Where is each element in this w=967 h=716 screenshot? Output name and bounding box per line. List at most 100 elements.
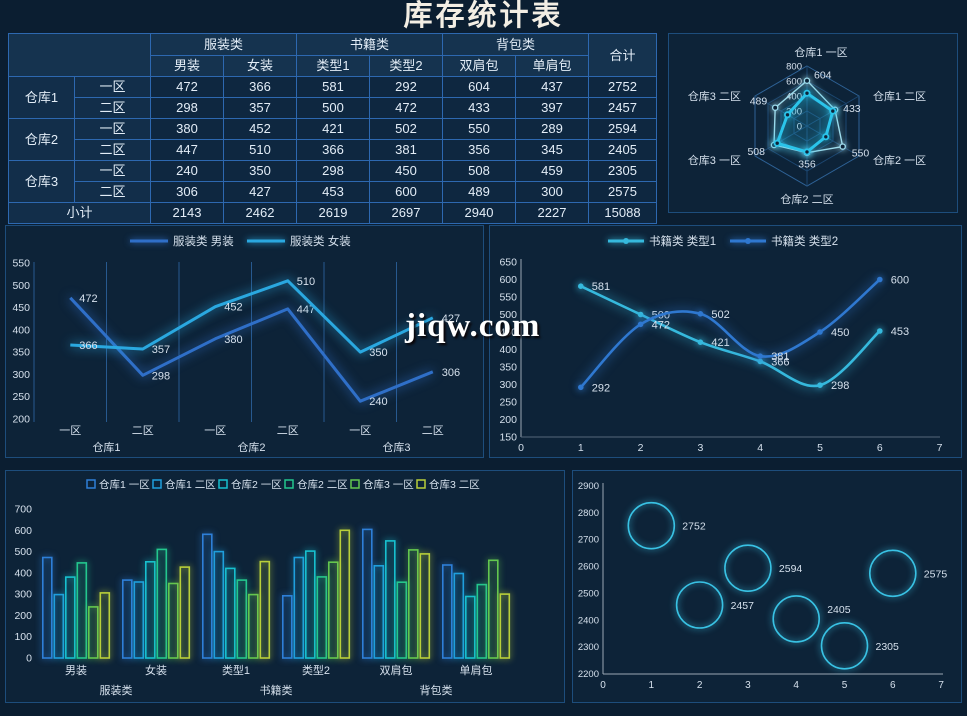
legend-item[interactable]: 仓库3 二区 [416, 478, 480, 491]
legend-item[interactable]: 仓库2 二区 [284, 478, 348, 491]
value-label: 427 [442, 313, 460, 325]
svg-text:仓库1 二区: 仓库1 二区 [165, 478, 216, 491]
value-cell: 366 [296, 139, 370, 161]
bar[interactable] [407, 549, 419, 659]
bar[interactable] [99, 592, 111, 659]
bar[interactable] [53, 593, 65, 659]
bubble[interactable] [724, 544, 772, 592]
clothing-line-panel: 200 250 300 350 400 450 500 550 一区 二区 一区 二区 一区 二区 仓库1 仓… [5, 225, 484, 458]
value-cell: 472 [150, 76, 224, 98]
table-row: 二区 298 357 500 472 433 397 2457 [9, 97, 657, 119]
table-row: 仓库2 一区 380 452 421 502 550 289 2594 [8, 118, 657, 161]
total-bubble-chart[interactable]: 2200 2300 2400 2500 2600 2700 2800 2900 0 1 2 3 4 5 6 7… [573, 471, 961, 702]
legend-item[interactable]: 服装类 男装 [130, 234, 234, 248]
bar[interactable] [304, 550, 316, 659]
subtotal-label: 小计 [8, 202, 151, 224]
bar[interactable] [168, 582, 179, 659]
svg-text:200: 200 [14, 610, 32, 622]
value-label: 306 [442, 367, 460, 379]
value-cell: 366 [223, 76, 297, 98]
bubble[interactable] [675, 581, 724, 629]
bar[interactable] [248, 593, 259, 659]
bar[interactable] [453, 572, 465, 659]
bar[interactable] [396, 581, 408, 659]
value-label: 447 [297, 304, 315, 316]
svg-text:550: 550 [12, 258, 30, 270]
legend-item[interactable]: 仓库1 一区 [86, 478, 150, 491]
bar[interactable] [202, 533, 213, 659]
bar[interactable] [133, 581, 145, 659]
bar[interactable] [156, 548, 168, 659]
bar[interactable] [259, 560, 271, 659]
value-label: 2575 [924, 568, 948, 580]
bar[interactable] [499, 593, 511, 659]
value-label: 2405 [827, 604, 851, 616]
legend-item[interactable]: 仓库3 一区 [350, 478, 414, 491]
warehouse-cell: 仓库1 [8, 76, 75, 119]
bar[interactable] [487, 559, 499, 659]
bar[interactable] [236, 579, 248, 659]
bar[interactable] [373, 565, 385, 659]
svg-text:2800: 2800 [578, 508, 599, 519]
bar[interactable] [179, 566, 191, 659]
row-total-cell: 2405 [588, 139, 657, 161]
bar[interactable] [64, 576, 76, 659]
bubble[interactable] [772, 595, 820, 643]
bar[interactable] [464, 595, 476, 659]
svg-text:350: 350 [12, 347, 30, 359]
value-label: 2594 [779, 563, 803, 575]
legend-item[interactable]: 服装类 女装 [247, 234, 351, 248]
svg-text:300: 300 [12, 369, 30, 381]
bar[interactable] [419, 553, 431, 659]
bar[interactable] [293, 556, 305, 659]
bar[interactable] [281, 595, 293, 659]
legend-item[interactable]: 书籍类 类型2 [730, 234, 838, 248]
svg-text:0: 0 [600, 680, 606, 691]
value-cell: 489 [442, 181, 516, 203]
svg-text:仓库1 一区: 仓库1 一区 [99, 478, 150, 491]
value-cell: 421 [296, 118, 370, 140]
total-bubble-panel: 2200 2300 2400 2500 2600 2700 2800 2900 0 1 2 3 4 5 6 7… [572, 470, 962, 703]
bar[interactable] [316, 576, 328, 659]
svg-text:仓库2 一区: 仓库2 一区 [231, 478, 282, 491]
bar[interactable] [384, 540, 396, 659]
warehouse-bar-chart[interactable]: 0 100 200 300 400 500 600 700 男装 女装 类型1 类型2 双肩包 单肩包服装… [6, 471, 564, 702]
bar[interactable] [76, 562, 88, 659]
legend-item[interactable]: 仓库1 二区 [152, 478, 216, 491]
svg-text:350: 350 [499, 362, 517, 374]
books-line-chart[interactable]: 150 200 250 300 350 400 450 500 550 600 650 0 1 2 3 4 5 6… [490, 226, 961, 457]
bar[interactable] [476, 583, 488, 659]
bar[interactable] [327, 561, 339, 659]
radar-axis-label: 仓库3 二区 [688, 89, 741, 103]
bar[interactable] [339, 529, 351, 659]
bubble[interactable] [868, 549, 917, 598]
bar[interactable] [225, 567, 236, 659]
bar[interactable] [41, 556, 53, 659]
zone-cell: 二区 [74, 97, 151, 119]
bar[interactable] [88, 606, 99, 659]
bubble-axes: 2200 2300 2400 2500 2600 2700 2800 2900 0 1 2 3 4 5 6 7 [578, 481, 944, 691]
bar[interactable] [145, 561, 156, 659]
svg-text:450: 450 [12, 302, 30, 314]
legend-item[interactable]: 仓库2 一区 [218, 478, 282, 491]
bubble[interactable] [820, 622, 869, 670]
bubble[interactable] [627, 501, 676, 550]
radar-axis-label: 仓库3 一区 [688, 153, 741, 167]
x-group-label: 仓库3 [382, 440, 410, 454]
zone-cell: 一区 [74, 160, 151, 182]
warehouse-bar-panel: 0 100 200 300 400 500 600 700 男装 女装 类型1 类型2 双肩包 单肩包 服装… [5, 470, 565, 703]
legend-item[interactable]: 书籍类 类型1 [608, 234, 716, 248]
svg-text:服装类 男装: 服装类 男装 [173, 234, 234, 248]
bar[interactable] [122, 579, 133, 659]
bar[interactable] [441, 564, 453, 659]
warehouse-cell: 仓库3 [8, 160, 75, 203]
x-category-label: 单肩包 [460, 663, 493, 677]
bar[interactable] [361, 528, 373, 659]
bar[interactable] [213, 550, 225, 659]
value-cell: 500 [296, 97, 370, 119]
radar-series-1 [773, 89, 837, 156]
value-cell: 298 [296, 160, 370, 182]
